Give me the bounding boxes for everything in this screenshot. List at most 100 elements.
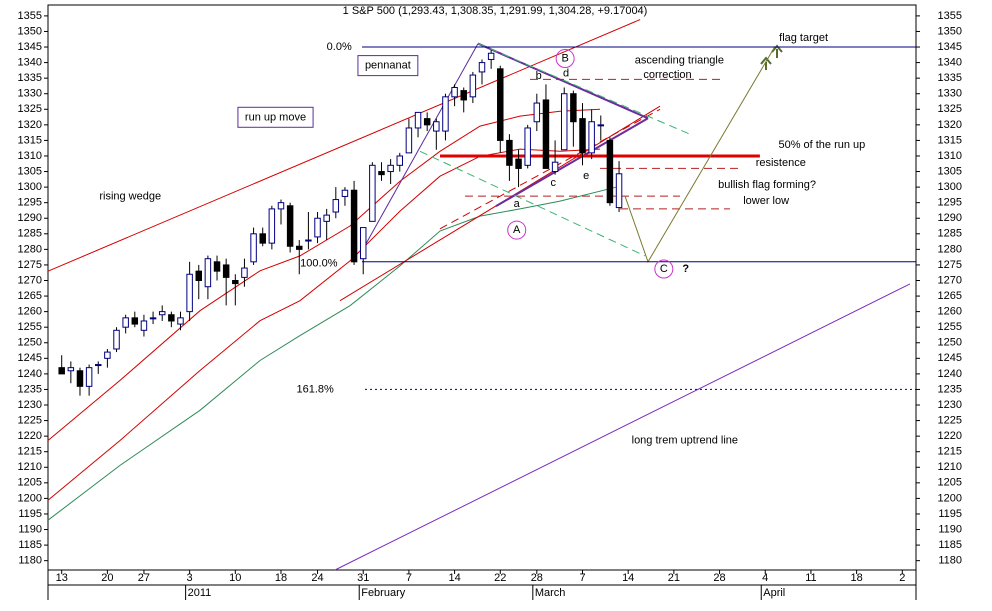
y-tick-label: 1245 [938, 352, 962, 364]
trend-line [419, 150, 646, 257]
candle-body [314, 217, 321, 238]
y-tick-label: 1230 [18, 399, 42, 411]
candle-body [131, 317, 139, 325]
y-tick-label: 1180 [18, 555, 42, 567]
annotation-circle [654, 259, 674, 279]
y-tick-label: 1350 [18, 25, 42, 37]
x-tick-label: 20 [101, 572, 113, 584]
y-tick-label: 1195 [938, 508, 962, 520]
y-tick-label: 1275 [938, 259, 962, 271]
annotation: 161.8% [297, 383, 335, 395]
candle-body [524, 127, 531, 166]
x-tick-label: 21 [668, 572, 680, 584]
candle-body [277, 202, 285, 210]
annotation: A [513, 224, 521, 236]
candle-body [140, 320, 148, 331]
y-tick-label: 1315 [938, 134, 962, 146]
candle-body [104, 351, 111, 359]
y-tick-label: 1240 [938, 368, 962, 380]
y-tick-label: 1225 [938, 414, 962, 426]
annotation: d [563, 67, 569, 79]
trend-line [334, 283, 911, 571]
y-tick-label: 1255 [938, 321, 962, 333]
candle-body [286, 205, 294, 247]
y-tick-label: 1240 [18, 368, 42, 380]
x-tick-label: 28 [531, 572, 543, 584]
annotation: 0.0% [327, 41, 352, 53]
candle-body [268, 208, 276, 244]
plot-frame [47, 4, 917, 571]
y-tick-label: 1205 [18, 477, 42, 489]
x-tick-label: 7 [406, 572, 412, 584]
x-tick-label: 31 [357, 572, 369, 584]
x-tick-label: 18 [275, 572, 287, 584]
candle-body [67, 367, 75, 372]
x-tick-label: 3 [187, 572, 193, 584]
y-tick-label: 1310 [18, 150, 42, 162]
month-label: April [763, 587, 785, 599]
y-tick-label: 1305 [938, 165, 962, 177]
candle-body [58, 367, 65, 375]
candle-body [579, 118, 586, 154]
y-tick-label: 1300 [938, 181, 962, 193]
candle-body [323, 214, 330, 222]
candle-body [615, 173, 623, 209]
annotation: rising wedge [99, 190, 161, 202]
y-tick-label: 1180 [938, 555, 962, 567]
candle-body [149, 317, 157, 320]
y-tick-label: 1295 [938, 197, 962, 209]
x-tick-label: 13 [56, 572, 68, 584]
annotation: a [514, 198, 521, 210]
candle-body [570, 93, 577, 123]
candle-body [332, 199, 340, 213]
y-tick-label: 1285 [938, 228, 962, 240]
y-tick-label: 1210 [18, 461, 42, 473]
y-tick-label: 1185 [18, 539, 42, 551]
annotation-box [237, 106, 314, 128]
x-tick-label: 28 [713, 572, 725, 584]
y-tick-label: 1355 [18, 10, 42, 22]
candle-body [378, 171, 385, 176]
x-tick-label: 24 [311, 572, 323, 584]
y-tick-label: 1345 [18, 41, 42, 53]
y-tick-label: 1200 [938, 492, 962, 504]
y-tick-label: 1330 [18, 88, 42, 100]
candle-body [232, 279, 239, 285]
annotation: bullish flag forming? [718, 179, 816, 191]
y-tick-label: 1235 [18, 383, 42, 395]
y-tick-label: 1305 [18, 165, 42, 177]
y-tick-label: 1320 [938, 119, 962, 131]
candle-body [460, 90, 467, 101]
month-label: February [361, 587, 406, 599]
candle-body [168, 314, 175, 322]
y-tick-label: 1325 [18, 103, 42, 115]
candle-body [387, 164, 394, 173]
y-tick-label: 1345 [938, 41, 962, 53]
candle-body [433, 121, 440, 132]
candle-body [296, 245, 303, 250]
y-tick-label: 1270 [18, 274, 42, 286]
trend-line [495, 117, 649, 207]
candle-body [414, 111, 422, 129]
candle-body [186, 273, 193, 313]
candle-body [305, 239, 312, 242]
month-label: 2011 [188, 587, 212, 599]
x-tick-label: 4 [762, 572, 768, 584]
y-tick-label: 1230 [938, 399, 962, 411]
candle-body [241, 267, 248, 278]
candle-body [122, 317, 129, 328]
y-tick-label: 1190 [938, 523, 962, 535]
annotation: 100.0% [300, 257, 338, 269]
candle-body [515, 158, 522, 169]
candle-body [158, 311, 166, 316]
candle-body [469, 74, 477, 98]
x-tick-label: 10 [229, 572, 241, 584]
y-tick-label: 1350 [938, 25, 962, 37]
y-tick-label: 1280 [18, 243, 42, 255]
y-tick-label: 1270 [938, 274, 962, 286]
annotation: correction [643, 69, 691, 81]
annotation-circle [507, 220, 527, 240]
annotation: 50% of the run up [778, 139, 865, 151]
